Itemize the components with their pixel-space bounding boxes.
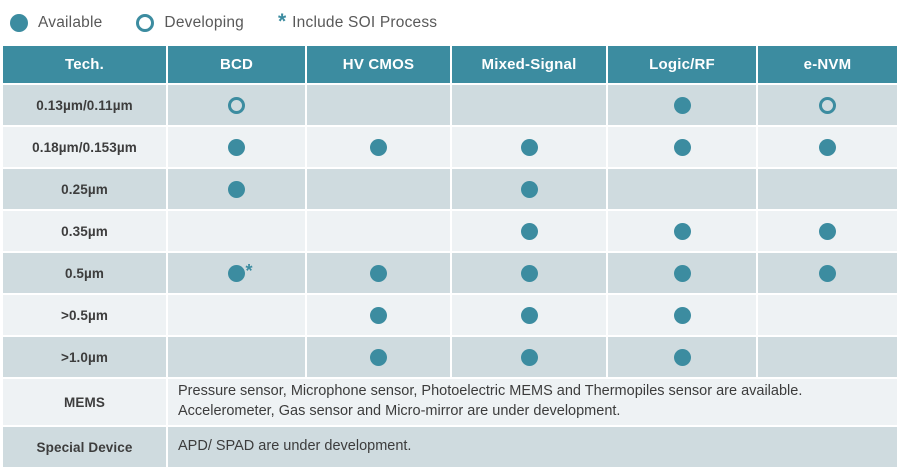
available-dot-icon xyxy=(819,138,836,156)
status-cell-available xyxy=(307,295,450,335)
status-cell-available xyxy=(608,295,756,335)
status-cell-developing xyxy=(758,85,897,125)
available-dot-icon xyxy=(370,348,387,366)
tech-label: >0.5µm xyxy=(3,295,166,335)
status-cell-available xyxy=(452,253,606,293)
tech-label: MEMS xyxy=(3,379,166,425)
filled-dot-icon xyxy=(10,14,28,32)
status-cell-empty xyxy=(758,169,897,209)
column-header-tech: Tech. xyxy=(3,46,166,83)
available-dot-icon xyxy=(520,306,538,324)
available-dot-icon xyxy=(370,264,387,282)
available-dot-icon xyxy=(370,306,387,324)
asterisk-icon: * xyxy=(277,10,287,33)
available-dot-icon xyxy=(228,138,245,156)
soi-asterisk-icon: * xyxy=(245,260,253,281)
status-cell-available xyxy=(452,337,606,377)
status-cell-available xyxy=(307,337,450,377)
status-cell-available-soi: * xyxy=(168,253,305,293)
developing-dot-icon xyxy=(819,96,836,114)
description-line: Pressure sensor, Microphone sensor, Phot… xyxy=(178,383,803,400)
status-cell-available xyxy=(452,127,606,167)
status-cell-available xyxy=(608,337,756,377)
status-cell-empty xyxy=(758,337,897,377)
status-cell-empty xyxy=(307,169,450,209)
legend: Available Developing * Include SOI Process xyxy=(0,0,900,44)
status-cell-developing xyxy=(168,85,305,125)
available-dot-icon xyxy=(673,96,691,114)
status-cell-empty xyxy=(608,169,756,209)
legend-item-developing: Developing xyxy=(136,14,244,32)
available-dot-icon xyxy=(673,306,691,324)
status-cell-available xyxy=(168,169,305,209)
legend-item-available: Available xyxy=(10,14,102,32)
available-dot-icon xyxy=(520,348,538,366)
status-cell-empty xyxy=(307,211,450,251)
available-dot-icon xyxy=(228,180,245,198)
process-availability-table: Tech. BCD HV CMOS Mixed-Signal Logic/RF e-NVM… xyxy=(3,46,897,467)
status-cell-available xyxy=(608,127,756,167)
legend-item-soi: * Include SOI Process xyxy=(277,10,438,33)
available-dot-icon xyxy=(520,138,538,156)
tech-label: >1.0µm xyxy=(3,337,166,377)
description-cell: Pressure sensor, Microphone sensor, Phot… xyxy=(168,379,897,425)
column-header-mixed-signal: Mixed-Signal xyxy=(452,46,606,83)
status-cell-available xyxy=(758,211,897,251)
tech-label: 0.18µm/0.153µm xyxy=(3,127,166,167)
status-cell-available xyxy=(307,253,450,293)
description-line: APD/ SPAD are under development. xyxy=(178,438,412,455)
status-cell-empty xyxy=(168,295,305,335)
hollow-dot-icon xyxy=(136,14,155,32)
column-header-bcd: BCD xyxy=(168,46,305,83)
status-cell-empty xyxy=(307,85,450,125)
column-header-e-nvm: e-NVM xyxy=(758,46,897,83)
tech-label: 0.5µm xyxy=(3,253,166,293)
status-cell-empty xyxy=(168,211,305,251)
available-dot-icon xyxy=(819,264,836,282)
tech-label: 0.13µm/0.11µm xyxy=(3,85,166,125)
available-dot-icon xyxy=(673,138,691,156)
available-dot-icon xyxy=(228,264,245,282)
status-cell-empty xyxy=(758,295,897,335)
available-dot-icon xyxy=(673,348,691,366)
developing-dot-icon xyxy=(228,96,245,114)
status-cell-available xyxy=(758,253,897,293)
tech-label: 0.35µm xyxy=(3,211,166,251)
column-header-logic-rf: Logic/RF xyxy=(608,46,756,83)
status-cell-empty xyxy=(452,85,606,125)
available-dot-icon xyxy=(520,222,538,240)
status-cell-available xyxy=(608,211,756,251)
status-cell-available xyxy=(758,127,897,167)
status-cell-available xyxy=(168,127,305,167)
available-dot-icon xyxy=(673,222,691,240)
status-cell-available xyxy=(452,295,606,335)
legend-label-developing: Developing xyxy=(164,14,244,31)
description-line: Accelerometer, Gas sensor and Micro-mirr… xyxy=(178,403,621,419)
available-dot-icon xyxy=(673,264,691,282)
available-dot-icon xyxy=(520,264,538,282)
column-header-hv-cmos: HV CMOS xyxy=(307,46,450,83)
status-cell-available xyxy=(608,253,756,293)
status-cell-available xyxy=(307,127,450,167)
description-cell: APD/ SPAD are under development. xyxy=(168,427,897,467)
status-cell-available xyxy=(608,85,756,125)
legend-label-soi: Include SOI Process xyxy=(292,14,438,31)
tech-label: Special Device xyxy=(3,427,166,467)
legend-label-available: Available xyxy=(38,14,103,31)
status-cell-available xyxy=(452,211,606,251)
available-dot-icon xyxy=(819,222,836,240)
status-cell-available xyxy=(452,169,606,209)
available-dot-icon xyxy=(520,180,538,198)
tech-label: 0.25µm xyxy=(3,169,166,209)
available-dot-icon xyxy=(370,138,387,156)
status-cell-empty xyxy=(168,337,305,377)
